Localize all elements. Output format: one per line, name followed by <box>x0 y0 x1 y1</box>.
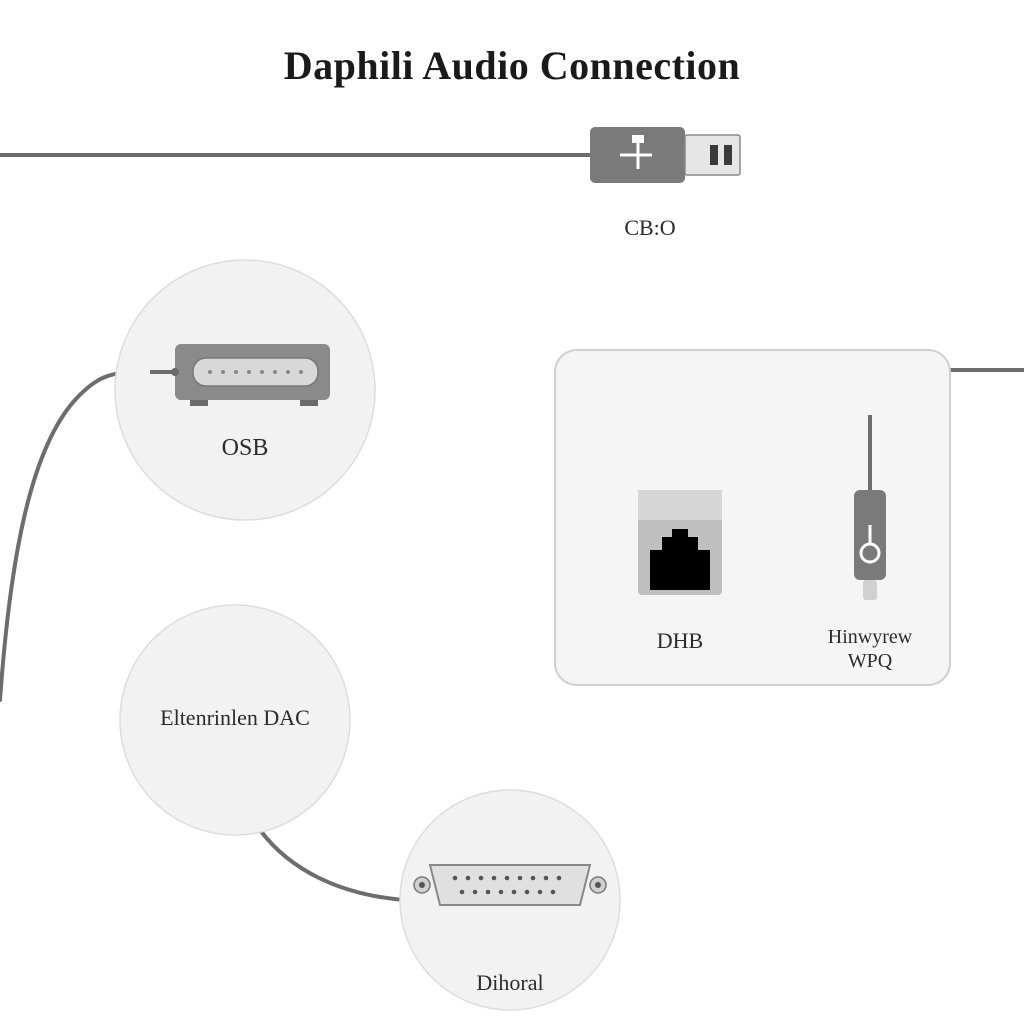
serial-port-icon <box>414 865 606 905</box>
wpq-label-line1: Hinwyrew <box>828 626 912 648</box>
diagram-canvas <box>0 0 1024 1024</box>
usb-a-icon <box>590 127 740 183</box>
dac-label: Eltenrinlen DAC <box>135 705 335 731</box>
dihoral-label: Dihoral <box>410 970 610 996</box>
rj45-icon <box>638 490 722 595</box>
dhb-label: DHB <box>580 628 780 654</box>
cable <box>260 830 405 900</box>
osb-label: OSB <box>145 435 345 462</box>
audio-device-icon <box>150 344 330 406</box>
wpq-label: Hinwyrew WPQ <box>770 625 970 673</box>
usb-label: CB:O <box>550 215 750 241</box>
cable <box>0 372 135 700</box>
wpq-label-line2: WPQ <box>848 650 892 672</box>
